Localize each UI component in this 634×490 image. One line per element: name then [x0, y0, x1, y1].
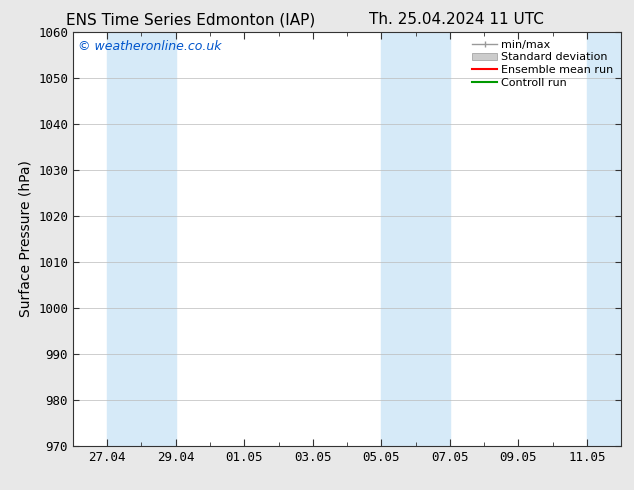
- Text: ENS Time Series Edmonton (IAP): ENS Time Series Edmonton (IAP): [65, 12, 315, 27]
- Text: © weatheronline.co.uk: © weatheronline.co.uk: [79, 40, 222, 53]
- Bar: [587, 32, 621, 446]
- Bar: [107, 32, 176, 446]
- Y-axis label: Surface Pressure (hPa): Surface Pressure (hPa): [18, 160, 32, 318]
- Text: Th. 25.04.2024 11 UTC: Th. 25.04.2024 11 UTC: [369, 12, 544, 27]
- Bar: [382, 32, 450, 446]
- Legend: min/max, Standard deviation, Ensemble mean run, Controll run: min/max, Standard deviation, Ensemble me…: [469, 36, 617, 91]
